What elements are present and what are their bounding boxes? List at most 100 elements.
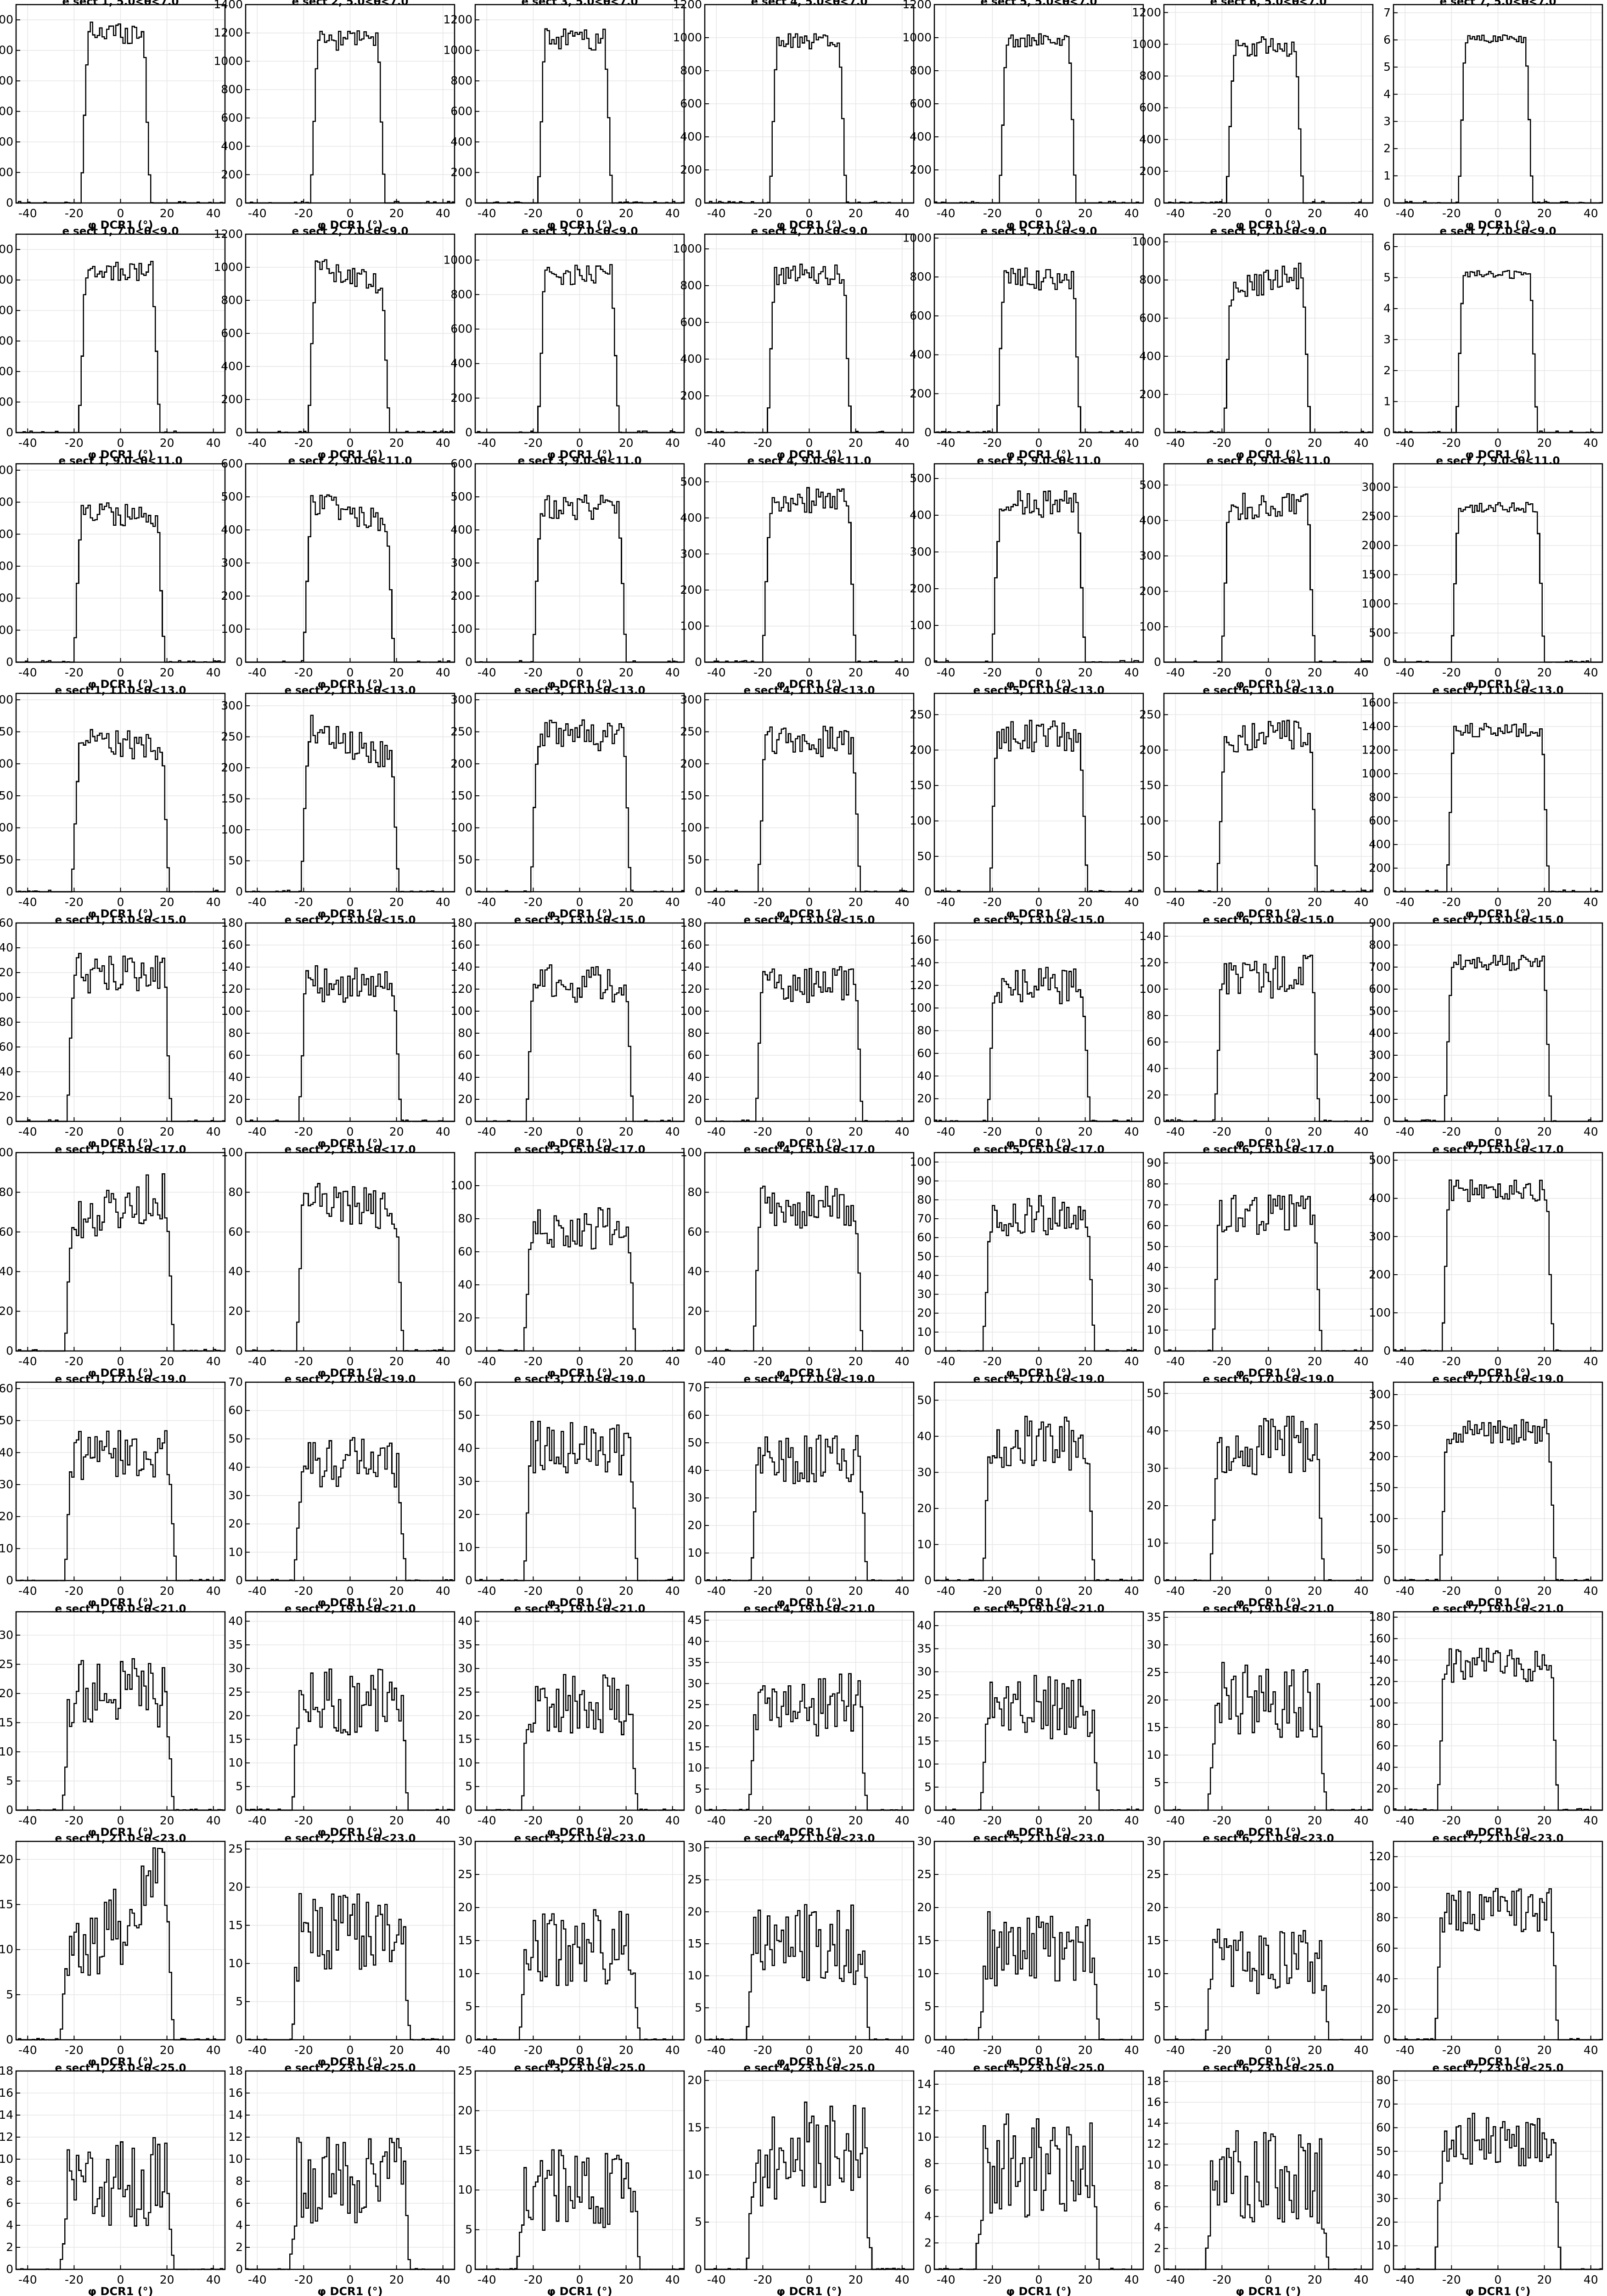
histogram-series	[705, 2101, 914, 2270]
y-tick-label: 5	[465, 2223, 472, 2236]
panel-title: e sect 3, 5.0<θ<7.0	[521, 0, 638, 8]
x-tick-label: -20	[294, 1584, 313, 1598]
y-tick-label: 150	[1369, 1481, 1391, 1494]
histogram-panel: -40 -20 0 20 40 0 2 4 6 8 10 12 14 16 18 φ DCR1 (°) e se…	[228, 2062, 455, 2296]
y-tick-label: 20	[917, 1092, 932, 1105]
histogram-panel: -40 -20 0 20 40 0 20 40 60 80 100 φ DCR1 (°) e sect …	[0, 1144, 226, 1379]
x-tick-label: -20	[294, 1355, 313, 1368]
y-tick-label: 10	[458, 1541, 472, 1554]
y-tick-label: 70	[917, 1212, 932, 1225]
x-tick-label: 0	[117, 2043, 124, 2057]
x-axis-label: φ DCR1 (°)	[88, 1596, 153, 1609]
x-tick-label: -20	[65, 2043, 84, 2057]
y-tick-label: 20	[458, 1508, 472, 1521]
y-tick-label: 70	[228, 1375, 243, 1389]
x-tick-label: 20	[160, 895, 174, 909]
y-tick-label: 400	[221, 523, 243, 536]
x-tick-label: 20	[1078, 2273, 1093, 2286]
y-tick-label: 250	[0, 725, 13, 738]
histogram-series	[16, 260, 225, 433]
y-tick-label: 120	[680, 982, 702, 996]
x-tick-label: 40	[436, 2273, 450, 2286]
y-tick-label: 40	[458, 1070, 472, 1084]
x-tick-label: 40	[1124, 207, 1139, 220]
y-tick-label: 600	[910, 97, 932, 110]
y-tick-label: 30	[458, 1474, 472, 1488]
x-axis-label: φ DCR1 (°)	[547, 448, 612, 461]
histogram-panel: -40 -20 0 20 40 0 5 10 15 20 φ DCR1 (°) e sect 1, 2…	[0, 1833, 226, 2068]
x-tick-label: 40	[1584, 1125, 1598, 1138]
x-tick-label: 0	[347, 1125, 354, 1138]
x-tick-label: -40	[478, 2273, 496, 2286]
y-tick-label: 10	[458, 1967, 472, 1980]
y-tick-label: 600	[450, 457, 472, 470]
y-tick-label: 10	[1146, 2158, 1161, 2172]
y-tick-label: 0	[236, 2033, 243, 2046]
y-tick-label: 20	[228, 1709, 243, 1722]
y-tick-label: 6	[1383, 33, 1391, 46]
histogram-panel: -40 -20 0 20 40 0 20 40 60 80 100 120 140 160 180 φ DCR…	[1369, 1603, 1603, 1839]
y-tick-label: 0	[695, 2262, 702, 2276]
x-tick-label: -20	[1213, 666, 1231, 679]
y-tick-label: 1200	[1361, 743, 1391, 756]
y-tick-label: 10	[1146, 1967, 1161, 1980]
x-tick-label: 40	[895, 666, 910, 679]
y-tick-label: 45	[687, 1613, 702, 1626]
y-tick-label: 500	[221, 490, 243, 503]
x-tick-label: 0	[1495, 1584, 1502, 1598]
x-tick-label: 0	[1495, 1125, 1502, 1138]
y-tick-label: 30	[1376, 2192, 1391, 2205]
y-tick-label: 40	[687, 1634, 702, 1648]
y-tick-label: 8	[236, 2174, 243, 2188]
panel-title: e sect 1, 13.0<θ<15.0	[55, 914, 186, 926]
x-axis-label: φ DCR1 (°)	[317, 219, 382, 231]
x-axis-label: φ DCR1 (°)	[317, 678, 382, 691]
panel-title: e sect 3, 9.0<θ<11.0	[517, 455, 641, 467]
x-tick-label: 20	[389, 2273, 404, 2286]
y-tick-label: 180	[1369, 1610, 1391, 1624]
x-tick-label: 0	[117, 2273, 124, 2286]
y-tick-label: 0	[236, 1803, 243, 1817]
y-tick-label: 800	[0, 74, 13, 87]
panel-title: e sect 4, 23.0<θ<25.0	[743, 2062, 875, 2074]
panel-title: e sect 7, 19.0<θ<21.0	[1432, 1603, 1563, 1615]
x-tick-label: 40	[206, 207, 221, 220]
x-tick-label: 0	[1265, 2273, 1272, 2286]
y-tick-label: 50	[1146, 850, 1161, 863]
x-axis-label: φ DCR1 (°)	[1236, 1367, 1301, 1379]
x-tick-label: 0	[806, 1125, 813, 1138]
x-axis-label: φ DCR1 (°)	[88, 678, 153, 691]
y-tick-label: 5	[924, 2000, 932, 2013]
x-tick-label: 40	[665, 436, 680, 450]
x-tick-label: 0	[1495, 2043, 1502, 2057]
x-tick-label: -20	[1442, 436, 1461, 450]
y-tick-label: 10	[228, 1957, 243, 1970]
x-axis-label: φ DCR1 (°)	[1236, 2285, 1301, 2296]
y-tick-label: 600	[680, 97, 702, 110]
y-tick-label: 700	[1369, 960, 1391, 974]
y-tick-label: 0	[1154, 1574, 1161, 1587]
y-tick-label: 60	[0, 1225, 13, 1238]
x-axis-label: φ DCR1 (°)	[776, 1137, 842, 1150]
y-tick-label: 0	[924, 2262, 932, 2276]
x-axis-label: φ DCR1 (°)	[776, 1826, 842, 1839]
y-tick-label: 12	[0, 2130, 13, 2144]
y-tick-label: 1000	[443, 253, 472, 266]
x-tick-label: -20	[524, 1584, 543, 1598]
y-tick-label: 100	[0, 821, 13, 834]
y-tick-label: 140	[910, 956, 932, 969]
y-tick-label: 100	[450, 1004, 472, 1018]
x-tick-label: 20	[848, 2273, 863, 2286]
x-tick-label: 40	[1124, 2043, 1139, 2057]
x-tick-label: 40	[1584, 207, 1598, 220]
x-tick-label: 20	[1078, 436, 1093, 450]
y-tick-label: 100	[221, 622, 243, 636]
x-tick-label: -20	[1442, 207, 1461, 220]
y-tick-label: 10	[0, 2152, 13, 2166]
y-tick-label: 400	[221, 140, 243, 153]
y-tick-label: 0	[1154, 1803, 1161, 1817]
y-tick-label: 20	[228, 1517, 243, 1531]
histogram-series	[705, 1904, 914, 2041]
